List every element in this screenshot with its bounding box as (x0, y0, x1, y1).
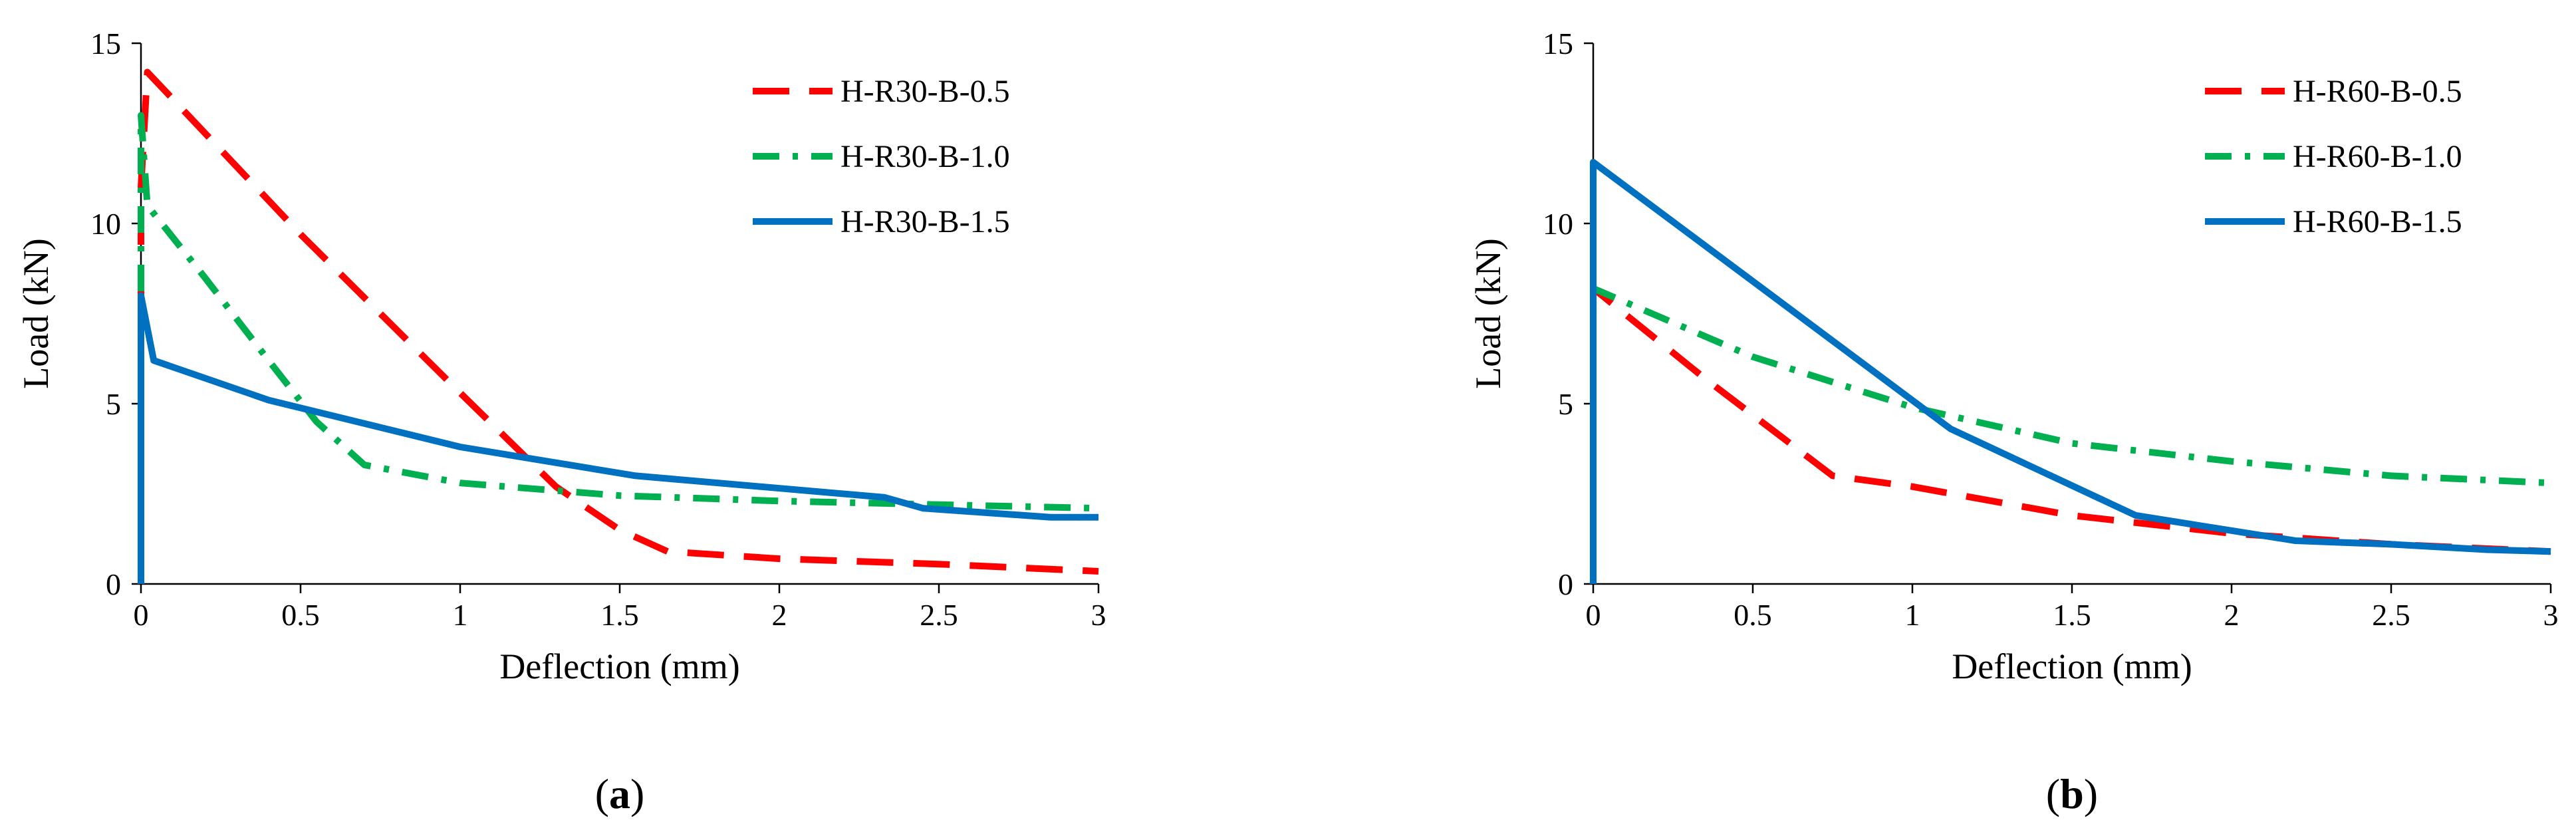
series-line-h-r60-b-1.0 (1590, 285, 2551, 584)
chart-panel-a: 0 0.5 1 1.5 2 2.5 3 0 5 10 15 Deflection (mm) Load (… (16, 27, 1106, 817)
series-line-h-r30-b-1.5 (138, 292, 1098, 584)
series-line-h-r30-b-0.5 (138, 69, 1099, 584)
legend-label: H-R30-B-1.0 (840, 139, 1010, 174)
legend-label: H-R60-B-1.5 (2293, 204, 2462, 239)
y-tick-label: 5 (106, 387, 121, 421)
panel-letter: b (2060, 770, 2084, 817)
x-tick-label: 3 (1091, 598, 1106, 632)
x-tick-label: 1.5 (2053, 598, 2091, 632)
series-line-h-r30-b-1.0 (138, 112, 1099, 584)
x-tick-label: 2.5 (920, 598, 958, 632)
x-tick-label: 0 (1586, 598, 1601, 632)
panel-letter: a (609, 770, 630, 817)
x-tick-label: 1 (1905, 598, 1920, 632)
x-axis-label: Deflection (mm) (499, 646, 739, 686)
x-tick-label: 2 (2224, 598, 2240, 632)
legend-label: H-R30-B-1.5 (840, 204, 1010, 239)
legend-label: H-R60-B-0.5 (2293, 74, 2462, 109)
series-line-h-r60-b-0.5 (1590, 285, 2551, 584)
x-tick-label: 0.5 (1734, 598, 1772, 632)
chart-panel-b: 0 0.5 1 1.5 2 2.5 3 0 5 10 15 Deflection (mm) Load (… (1468, 27, 2559, 817)
x-tick-label: 2 (772, 598, 787, 632)
y-tick-label: 15 (1543, 27, 1573, 61)
y-tick-label: 10 (90, 207, 121, 241)
series-line-h-r60-b-1.5 (1590, 158, 2551, 584)
y-tick-label: 5 (1558, 387, 1573, 421)
y-tick-label: 10 (1543, 207, 1573, 241)
legend-label: H-R60-B-1.0 (2293, 139, 2462, 174)
y-tick-label: 0 (106, 567, 121, 601)
x-tick-label: 1 (453, 598, 468, 632)
x-tick-label: 0.5 (281, 598, 320, 632)
x-tick-label: 0 (134, 598, 149, 632)
legend-label: H-R30-B-0.5 (840, 74, 1010, 109)
y-tick-label: 15 (90, 27, 121, 61)
panel-label: (a) (595, 770, 645, 817)
panel-label: (b) (2046, 770, 2098, 817)
y-axis-label: Load (kN) (16, 238, 56, 388)
x-tick-label: 2.5 (2372, 598, 2410, 632)
y-axis-label: Load (kN) (1468, 238, 1508, 388)
x-tick-label: 3 (2543, 598, 2559, 632)
y-tick-label: 0 (1558, 567, 1573, 601)
x-axis-label: Deflection (mm) (1952, 646, 2192, 686)
x-tick-label: 1.5 (600, 598, 639, 632)
